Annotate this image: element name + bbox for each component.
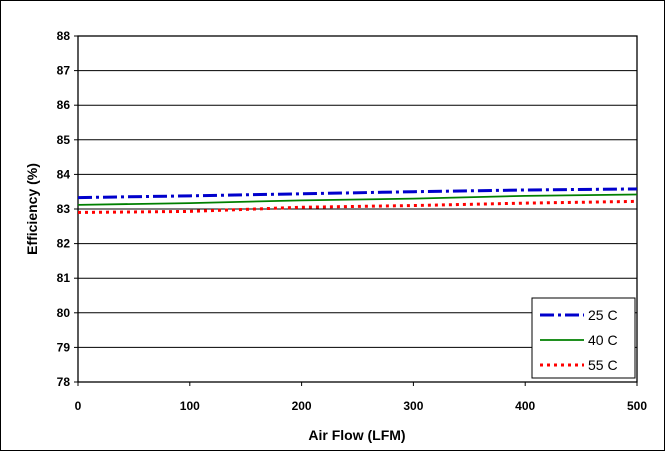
x-tick-labels: 0 100 200 300 400 500: [75, 382, 647, 413]
y-tick-label: 86: [57, 98, 71, 112]
grid-lines: [78, 70, 637, 348]
x-tick-label: 300: [403, 399, 423, 413]
y-tick-labels: 78 79 80 81 82 83 84 85 86 87 88: [57, 29, 78, 389]
series-line-40-c: [77, 193, 638, 206]
y-tick-label: 84: [57, 167, 71, 181]
y-tick-label: 82: [57, 237, 71, 251]
series-line-25-c: [77, 187, 638, 200]
y-tick-label: 85: [57, 133, 71, 147]
y-tick-label: 78: [57, 375, 71, 389]
x-tick-label: 0: [75, 399, 82, 413]
y-tick-label: 88: [57, 29, 71, 43]
y-tick-label: 81: [57, 271, 71, 285]
x-tick-label: 200: [292, 399, 312, 413]
legend: 25 C 40 C 55 C: [531, 297, 636, 379]
legend-label: 25 C: [588, 307, 618, 323]
series-lines: [77, 187, 638, 214]
legend-label: 40 C: [588, 332, 618, 348]
legend-label: 55 C: [588, 357, 618, 373]
y-axis-title: Efficiency (%): [24, 163, 40, 255]
x-tick-label: 500: [627, 399, 647, 413]
y-tick-label: 79: [57, 340, 71, 354]
x-tick-label: 100: [180, 399, 200, 413]
x-tick-label: 400: [515, 399, 535, 413]
y-tick-label: 87: [57, 64, 71, 78]
series-line-55-c: [77, 199, 638, 214]
x-axis-title: Air Flow (LFM): [308, 427, 405, 443]
y-tick-label: 80: [57, 306, 71, 320]
y-tick-label: 83: [57, 202, 71, 216]
